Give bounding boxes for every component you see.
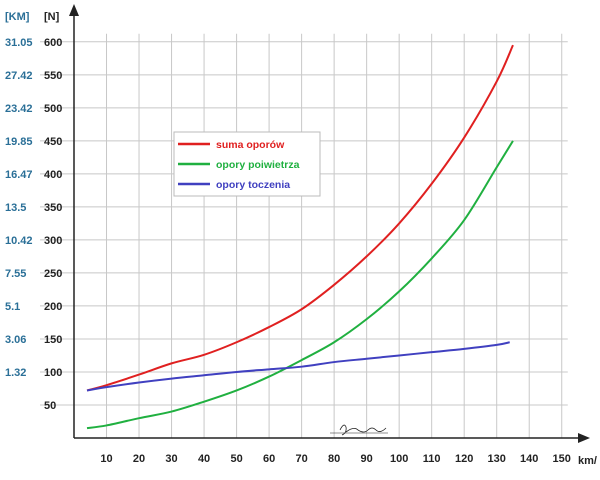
km-tick-label: 5.1 <box>5 301 20 313</box>
km-tick-label: 27.42 <box>5 70 33 82</box>
y-tick-label: 100 <box>44 367 62 379</box>
km-tick-label: 1.32 <box>5 367 26 379</box>
km-tick-label: 10.42 <box>5 235 33 247</box>
x-tick-label: 30 <box>165 453 177 465</box>
x-tick-label: 140 <box>520 453 538 465</box>
km-tick-label: 7.55 <box>5 268 26 280</box>
y-tick-label: 300 <box>44 235 62 247</box>
series-line-1 <box>86 140 514 430</box>
y-tick-label: 450 <box>44 136 62 148</box>
y-axis-arrow <box>69 4 79 16</box>
legend-label: opory poiwietrza <box>216 159 300 171</box>
axes <box>69 4 590 443</box>
legend-label: suma oporów <box>216 139 285 151</box>
series <box>86 44 514 430</box>
x-tick-label: 50 <box>230 453 242 465</box>
km-axis-title: [KM] <box>5 11 30 23</box>
x-tick-label: 80 <box>328 453 340 465</box>
x-tick-label: 40 <box>198 453 210 465</box>
x-tick-label: 100 <box>390 453 408 465</box>
y-axis-title: [N] <box>44 11 60 23</box>
x-tick-label: 20 <box>133 453 145 465</box>
x-tick-label: 120 <box>455 453 473 465</box>
grid <box>40 33 568 438</box>
series-line-0 <box>86 44 514 392</box>
km-tick-label: 3.06 <box>5 334 26 346</box>
x-tick-label: 90 <box>361 453 373 465</box>
y-tick-label: 250 <box>44 268 62 280</box>
x-axis-title: km/ <box>578 455 597 467</box>
y-tick-label: 50 <box>44 400 56 412</box>
y-tick-label: 350 <box>44 202 62 214</box>
tick-labels: 10 20 30 40 50 60 70 80 90 100 110 120 130 140 150 km/5… <box>5 11 597 467</box>
x-tick-label: 110 <box>423 453 441 465</box>
x-tick-label: 70 <box>295 453 307 465</box>
series-line-2 <box>86 341 510 392</box>
x-tick-label: 150 <box>553 453 571 465</box>
y-tick-label: 500 <box>44 103 62 115</box>
signature <box>330 424 388 436</box>
y-tick-label: 550 <box>44 70 62 82</box>
km-tick-label: 19.85 <box>5 136 33 148</box>
legend: suma oporów opory poiwietrza opory toczeni… <box>173 131 321 197</box>
y-tick-label: 200 <box>44 301 62 313</box>
x-tick-label: 60 <box>263 453 275 465</box>
legend-label: opory toczenia <box>216 179 290 191</box>
y-tick-label: 600 <box>44 37 62 49</box>
x-axis-arrow <box>578 433 590 443</box>
km-tick-label: 31.05 <box>5 37 33 49</box>
x-tick-label: 130 <box>488 453 506 465</box>
km-tick-label: 16.47 <box>5 169 33 181</box>
x-tick-label: 10 <box>100 453 112 465</box>
km-tick-label: 23.42 <box>5 103 33 115</box>
y-tick-label: 150 <box>44 334 62 346</box>
y-tick-label: 400 <box>44 169 62 181</box>
km-tick-label: 13.5 <box>5 202 26 214</box>
